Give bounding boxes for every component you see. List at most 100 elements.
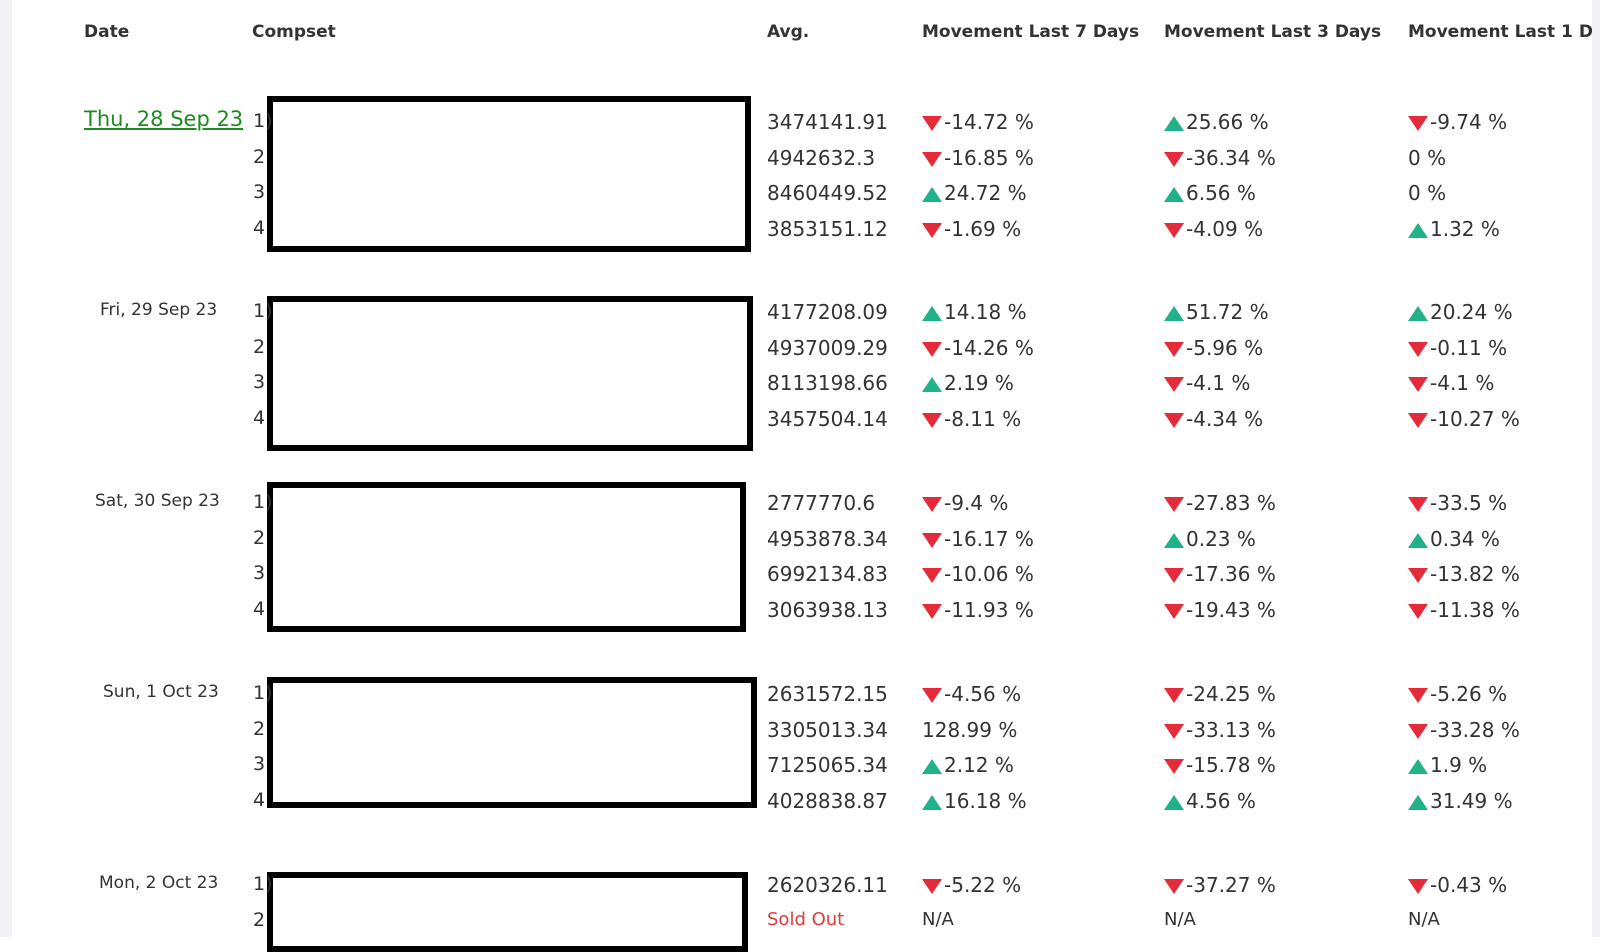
arrow-down-icon (922, 151, 942, 167)
avg-value: 3457504.14 (767, 406, 888, 431)
compset-index: 2 (253, 908, 266, 931)
movement-cell: 0.34 % (1408, 527, 1500, 551)
compset-index: 1) (253, 110, 273, 132)
movement-cell: 16.18 % (922, 789, 1027, 813)
compset-redaction-box (267, 482, 746, 632)
movement-cell: 0 % (1408, 146, 1446, 170)
movement-value: -4.1 % (1430, 371, 1495, 395)
movement-cell: 31.49 % (1408, 789, 1513, 813)
arrow-down-icon (1164, 151, 1184, 167)
avg-value: 4028838.87 (767, 788, 888, 813)
arrow-down-icon (1164, 723, 1184, 739)
arrow-down-icon (1164, 377, 1184, 392)
arrow-up-icon (1408, 794, 1428, 810)
movement-cell: N/A (1408, 909, 1440, 930)
avg-value: 2620326.11 (767, 873, 888, 897)
movement-cell: -14.26 % (922, 336, 1034, 360)
header-movement-3-days[interactable]: Movement Last 3 Days (1164, 22, 1382, 42)
movement-value: -33.5 % (1430, 491, 1508, 515)
movement-cell: -4.1 % (1408, 371, 1494, 395)
compset-index: 4 (253, 788, 266, 811)
header-movement-7-days[interactable]: Movement Last 7 Days (922, 22, 1140, 42)
movement-value: 0.34 % (1430, 526, 1500, 551)
movement-cell: -24.25 % (1164, 682, 1276, 706)
movement-cell: -5.96 % (1164, 336, 1263, 360)
header-avg[interactable]: Avg. (767, 22, 810, 42)
movement-cell: 6.56 % (1164, 181, 1256, 205)
arrow-down-icon (1164, 497, 1184, 512)
right-scrollbar[interactable] (1592, 0, 1600, 937)
avg-value: 3853151.12 (767, 216, 888, 241)
movement-value: 1.32 % (1430, 216, 1500, 241)
movement-value: -11.38 % (1430, 597, 1520, 622)
movement-cell: -4.56 % (922, 682, 1021, 706)
movement-value: -19.43 % (1186, 597, 1276, 622)
arrow-down-icon (922, 497, 942, 512)
movement-value: 24.72 % (944, 181, 1027, 205)
movement-value: -9.4 % (944, 491, 1009, 515)
movement-value: 0 % (1408, 181, 1447, 205)
movement-cell: -9.74 % (1408, 110, 1507, 134)
avg-value: 6992134.83 (767, 562, 888, 586)
arrow-down-icon (922, 412, 942, 428)
compset-index: 1) (253, 682, 273, 704)
left-gutter (0, 0, 12, 937)
date-label: Sun, 1 Oct 23 (103, 682, 219, 702)
header-date[interactable]: Date (84, 22, 130, 42)
movement-value: -10.06 % (944, 562, 1034, 586)
arrow-up-icon (1408, 222, 1428, 238)
movement-value: -5.22 % (944, 873, 1022, 897)
arrow-up-icon (922, 377, 942, 392)
date-label: Sat, 30 Sep 23 (95, 491, 220, 511)
movement-cell: 20.24 % (1408, 300, 1513, 324)
date-label[interactable]: Thu, 28 Sep 23 (84, 107, 244, 131)
compset-index: 4 (253, 216, 266, 239)
compset-index: 2 (253, 717, 266, 740)
movement-value: -9.74 % (1430, 110, 1508, 134)
movement-cell: -0.43 % (1408, 873, 1507, 897)
movement-value: -13.82 % (1430, 562, 1520, 586)
avg-value: 3474141.91 (767, 110, 888, 134)
header-clip: Movement Last 1 Da (1390, 0, 1592, 66)
compset-redaction-box (267, 96, 751, 252)
movement-value: -16.17 % (944, 526, 1034, 551)
compset-index: 3 (253, 562, 266, 584)
header-movement-1-day[interactable]: Movement Last 1 Da (1408, 22, 1592, 42)
compset-index: 3 (253, 181, 266, 203)
arrow-down-icon (1408, 879, 1428, 894)
arrow-down-icon (1164, 341, 1184, 357)
arrow-down-icon (922, 568, 942, 583)
movement-value: N/A (922, 908, 954, 930)
movement-cell: -33.28 % (1408, 718, 1520, 742)
movement-value: -33.28 % (1430, 717, 1520, 742)
sold-out-label: Sold Out (767, 908, 845, 930)
avg-value: 3305013.34 (767, 717, 888, 742)
arrow-down-icon (1164, 603, 1184, 619)
date-label: Fri, 29 Sep 23 (100, 300, 218, 320)
arrow-up-icon (922, 759, 942, 774)
movement-cell: -17.36 % (1164, 562, 1276, 586)
movement-cell: 2.12 % (922, 753, 1014, 777)
avg-value: 8113198.66 (767, 371, 888, 395)
movement-cell: -33.5 % (1408, 491, 1507, 515)
movement-value: -14.26 % (944, 335, 1034, 360)
movement-cell: -16.17 % (922, 527, 1034, 551)
movement-value: -4.34 % (1186, 406, 1264, 431)
avg-value: 8460449.52 (767, 181, 888, 205)
movement-value: 0.23 % (1186, 526, 1256, 551)
movement-cell: 1.9 % (1408, 753, 1487, 777)
movement-cell: 25.66 % (1164, 110, 1269, 134)
movement-cell: 14.18 % (922, 300, 1027, 324)
movement-cell: -8.11 % (922, 407, 1021, 431)
movement-value: 51.72 % (1186, 300, 1269, 324)
arrow-down-icon (1408, 116, 1428, 131)
movement-value: 16.18 % (944, 788, 1027, 813)
arrow-down-icon (1408, 377, 1428, 392)
movement-value: -33.13 % (1186, 717, 1276, 742)
movement-cell: 2.19 % (922, 371, 1014, 395)
compset-index: 4 (253, 406, 266, 429)
movement-value: -24.25 % (1186, 682, 1276, 706)
header-compset[interactable]: Compset (252, 22, 336, 42)
movement-value: -5.96 % (1186, 335, 1264, 360)
arrow-down-icon (922, 116, 942, 131)
